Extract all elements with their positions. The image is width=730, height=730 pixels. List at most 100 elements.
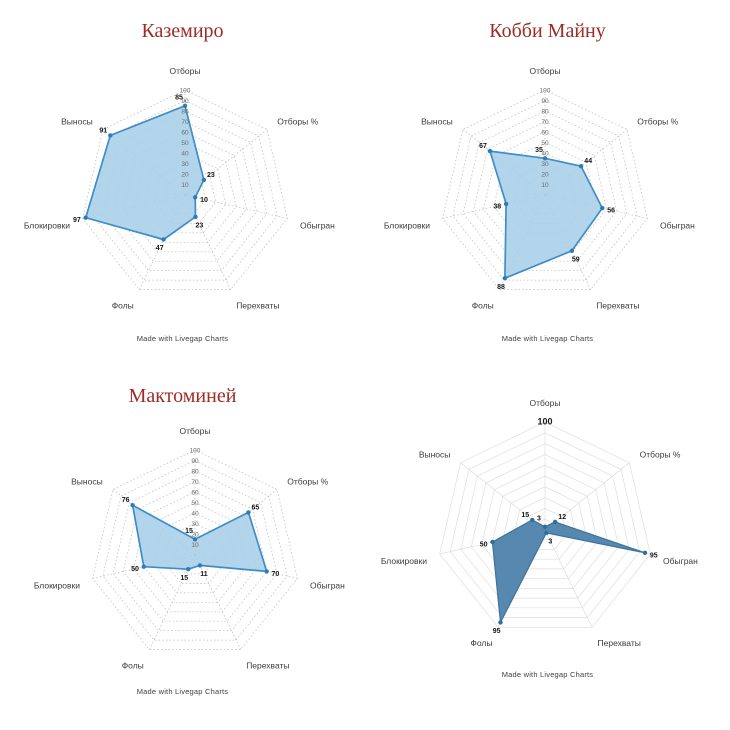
value-label: 50	[131, 566, 139, 573]
axis-label: Фолы	[112, 300, 134, 310]
axis-label: Отборы %	[637, 116, 678, 126]
axis-spoke	[184, 129, 268, 196]
axis-label: Отборы	[180, 426, 211, 436]
value-label: 3	[537, 515, 541, 522]
data-point	[182, 103, 188, 109]
data-point	[569, 248, 575, 253]
axis-label: Выносы	[421, 116, 453, 126]
tick-label: 50	[541, 140, 549, 147]
data-point	[161, 237, 166, 242]
axis-label: Отборы %	[640, 450, 681, 460]
chart-title: Каземиро	[141, 20, 224, 42]
tick-label: 90	[181, 98, 189, 105]
grid-ring	[460, 443, 630, 609]
tick-label: 70	[191, 479, 199, 486]
value-label: 95	[493, 628, 501, 635]
data-point	[83, 215, 88, 220]
axis-spoke	[194, 554, 241, 650]
value-label: 56	[607, 208, 615, 215]
data-point	[544, 530, 549, 536]
value-label: 15	[185, 528, 193, 535]
grid-ring	[449, 432, 641, 618]
axis-label: Выносы	[419, 450, 451, 460]
data-point	[186, 567, 191, 572]
tick-label: 60	[181, 130, 189, 137]
tick-label: 10	[191, 542, 199, 549]
data-polygon	[489, 150, 604, 280]
data-point	[490, 539, 495, 545]
tick-label: 80	[191, 469, 199, 476]
axis-spoke	[544, 529, 593, 628]
value-label: 76	[122, 497, 130, 504]
tick-label: 20	[181, 172, 189, 179]
axis-label: Обыгран	[663, 556, 698, 566]
value-label: 88	[497, 284, 505, 291]
grid-ring	[133, 142, 237, 243]
axis-label: Перехваты	[596, 300, 639, 310]
grid-ring	[502, 486, 588, 570]
data-point	[642, 550, 648, 555]
value-label: 23	[196, 222, 204, 229]
axis-spoke	[184, 194, 231, 290]
value-label: 15	[521, 512, 529, 519]
data-point	[201, 177, 207, 183]
axis-spoke	[544, 462, 630, 531]
grid-ring	[470, 454, 620, 599]
tick-label: 60	[191, 490, 199, 497]
grid-ring	[82, 89, 288, 290]
value-label: 12	[558, 514, 566, 521]
axis-label: Отборы %	[277, 116, 318, 126]
value-label: 97	[73, 217, 81, 224]
grid-ring	[481, 464, 609, 589]
value-label: 50	[480, 542, 488, 549]
value-label: 70	[272, 571, 280, 578]
tick-label: 90	[541, 98, 549, 105]
data-point	[130, 503, 135, 508]
axis-label: Блокировки	[381, 556, 427, 566]
tick-label: 80	[541, 109, 549, 116]
axis-label: Выносы	[71, 476, 103, 486]
value-label: 95	[650, 552, 658, 559]
tick-label: 80	[181, 109, 189, 116]
axis-label: Перехваты	[598, 638, 641, 648]
grid-ring	[439, 421, 651, 628]
grid-ring	[102, 460, 288, 641]
value-label: 85	[175, 94, 183, 101]
tick-label: 60	[541, 130, 549, 137]
tick-label: 100	[540, 88, 551, 95]
radar-chart: 100 3 12 95 3 95 50 15 Отборы Отборы % Обыгран Пере…	[381, 398, 698, 648]
axis-spoke	[544, 129, 628, 196]
chart-title: Кобби Майну	[489, 20, 606, 42]
tick-label: 40	[181, 151, 189, 158]
data-point	[192, 537, 198, 542]
axis-label: Перехваты	[246, 660, 289, 670]
value-label: 3	[548, 539, 552, 546]
value-label: 10	[200, 197, 208, 204]
grid-ring	[112, 121, 258, 262]
grid-ring	[452, 100, 638, 281]
grid-ring	[122, 481, 268, 622]
tick-label: 70	[541, 119, 549, 126]
chart-panel-mctominay: Мактоминей 10 20 30 40 50 60 70 80 90 100 15 65 70 11…	[0, 365, 365, 730]
chart-panel-mainoo: Кобби Майну 10 20 30 40 50 60 70 80 90 100 35 44 56 5…	[365, 0, 730, 365]
value-label: 47	[156, 245, 164, 252]
tick-label: 100	[180, 88, 191, 95]
data-polygon	[131, 504, 268, 573]
data-point	[141, 564, 146, 569]
value-label: 44	[584, 158, 592, 165]
value-label: 38	[493, 203, 501, 210]
chart-credit: Made with Livegap Charts	[501, 670, 594, 679]
tick-label: 50	[181, 140, 189, 147]
grid-ring	[492, 475, 598, 580]
tick-label: 40	[541, 151, 549, 158]
data-point	[487, 148, 493, 154]
data-polygon	[84, 104, 205, 241]
data-point	[552, 519, 558, 525]
data-point	[542, 524, 548, 529]
axis-label: Блокировки	[384, 220, 430, 230]
tick-label: 30	[541, 161, 549, 168]
tick-label: 20	[541, 172, 549, 179]
tick-label: 40	[191, 511, 199, 518]
tick-label: 100	[190, 448, 201, 455]
